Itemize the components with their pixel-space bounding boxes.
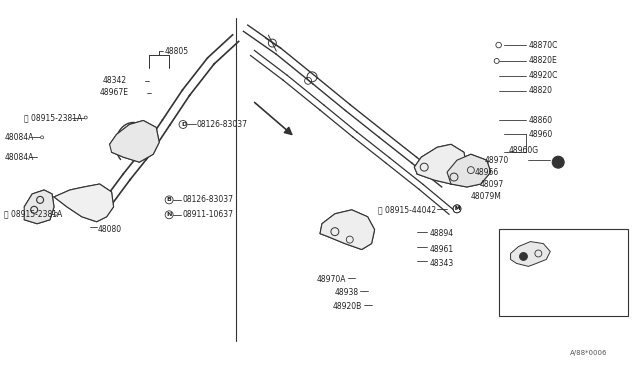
Text: NON TILT: NON TILT <box>509 302 552 311</box>
Text: 48820: 48820 <box>529 86 552 95</box>
Text: 48970A: 48970A <box>316 275 346 284</box>
Text: D: D <box>181 122 187 127</box>
Text: 48961: 48961 <box>429 245 453 254</box>
Polygon shape <box>24 190 54 224</box>
Polygon shape <box>414 144 467 184</box>
Text: 48820E: 48820E <box>529 57 557 65</box>
Text: 48967E: 48967E <box>99 88 129 97</box>
Text: Ⓜ 08915-2381A: Ⓜ 08915-2381A <box>24 113 83 122</box>
Text: Ⓜ 08915-2381A: Ⓜ 08915-2381A <box>4 209 63 218</box>
Circle shape <box>520 253 527 260</box>
Text: N: N <box>166 212 172 217</box>
Polygon shape <box>54 184 113 222</box>
Text: 48970: 48970 <box>484 156 509 165</box>
Polygon shape <box>320 210 374 250</box>
Text: 48084A: 48084A <box>4 153 34 162</box>
Text: 48079M: 48079M <box>471 192 502 201</box>
Text: 48960G: 48960G <box>509 146 539 155</box>
Text: 48342: 48342 <box>102 76 127 85</box>
Text: 48084A: 48084A <box>4 133 34 142</box>
Text: 48860: 48860 <box>529 116 552 125</box>
Text: 48938: 48938 <box>335 288 358 297</box>
Text: 48966: 48966 <box>475 168 499 177</box>
Text: M: M <box>454 206 460 211</box>
Text: 48805: 48805 <box>164 46 188 55</box>
Polygon shape <box>511 241 550 266</box>
Text: 48920C: 48920C <box>529 71 558 80</box>
Text: 48920B: 48920B <box>332 302 362 311</box>
Text: B: B <box>166 198 172 202</box>
Text: 48894: 48894 <box>429 229 453 238</box>
Circle shape <box>552 156 564 168</box>
Text: 08126-83037: 08126-83037 <box>182 195 233 204</box>
Text: 48080: 48080 <box>98 225 122 234</box>
Text: 48343: 48343 <box>429 259 453 268</box>
Bar <box>499 229 628 316</box>
Text: 48870C: 48870C <box>529 41 558 49</box>
Text: 48960: 48960 <box>562 249 586 258</box>
Text: 08911-10637: 08911-10637 <box>182 210 233 219</box>
Text: 08126-83037: 08126-83037 <box>197 120 248 129</box>
Text: Ⓜ 08915-44042: Ⓜ 08915-44042 <box>378 205 436 214</box>
Circle shape <box>556 160 561 165</box>
Text: 48960: 48960 <box>529 130 553 139</box>
Text: A/88*0006: A/88*0006 <box>570 350 608 356</box>
Polygon shape <box>109 121 159 162</box>
Text: M: M <box>454 206 460 211</box>
Polygon shape <box>447 154 491 187</box>
Text: 48097: 48097 <box>480 180 504 189</box>
